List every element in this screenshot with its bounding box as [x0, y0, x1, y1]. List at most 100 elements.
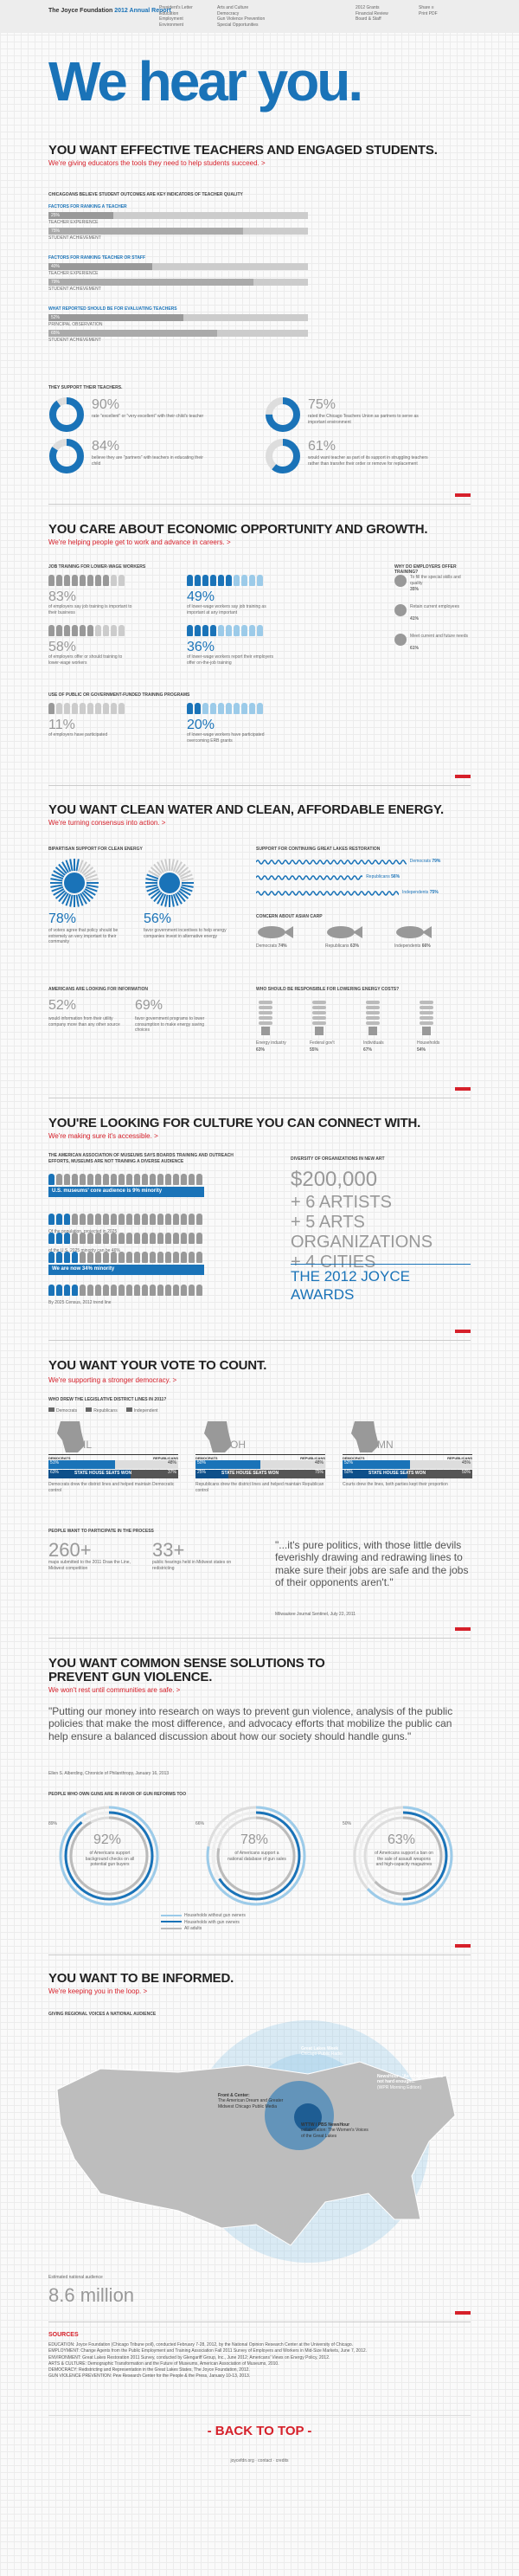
- carp-percent: 66%: [421, 943, 431, 949]
- divider: [48, 1638, 471, 1639]
- support-donut: [49, 397, 84, 432]
- nav-column-2: Arts and Culture Democracy Gun Violence …: [217, 5, 286, 28]
- bulb-coil: [420, 1001, 433, 1004]
- person-icon: [64, 1285, 70, 1296]
- bulb-coil: [420, 1021, 433, 1025]
- burst-ray: [58, 892, 67, 903]
- nav-link[interactable]: 2012 Grants: [356, 5, 380, 10]
- fish-body: [327, 926, 355, 938]
- us-map: [56, 2020, 456, 2263]
- share-link[interactable]: Share ≡: [419, 5, 434, 10]
- bar-fill: 79%: [48, 279, 253, 286]
- burst-ray: [54, 866, 66, 876]
- popular-vote-bar: 52% 45%: [343, 1460, 472, 1469]
- burst-ray: [85, 873, 98, 880]
- person-icon: [134, 1252, 140, 1263]
- wave-party: Democrats: [409, 859, 431, 864]
- nav-link[interactable]: Education: [159, 10, 179, 16]
- seats-bar: 25% STATE HOUSE SEATS WON 75%: [195, 1470, 325, 1478]
- burst-ray: [77, 893, 84, 906]
- bulb-base: [422, 1027, 431, 1035]
- person-icon: [241, 625, 247, 636]
- nav-link[interactable]: Gun Violence Prevention: [217, 16, 266, 22]
- person-icon: [119, 1174, 125, 1185]
- democracy-sub-link[interactable]: We're supporting a stronger democracy. >: [48, 1376, 177, 1384]
- gun-quote-source: Ellen S. Alberding, Chronicle of Philant…: [48, 1771, 170, 1776]
- person-icon: [249, 575, 255, 586]
- person-icon: [189, 1252, 195, 1263]
- joyce-awards-link[interactable]: THE 2012 JOYCE AWARDS: [291, 1268, 410, 1304]
- person-icon: [226, 625, 232, 636]
- bar-head-dem: DEMOCRATS: [48, 1456, 71, 1460]
- burst-ray: [83, 890, 94, 899]
- bulb-percent: 55%: [310, 1047, 319, 1053]
- person-icon: [142, 1252, 148, 1263]
- bulb-coil: [366, 1011, 380, 1014]
- person-icon: [157, 1285, 163, 1296]
- awards-rule: [291, 1264, 471, 1265]
- burst-ray: [157, 892, 164, 905]
- footer-links[interactable]: joycefdn.org · contact · credits: [230, 2458, 289, 2463]
- ring-percent: 78%: [240, 1832, 269, 1847]
- person-icon: [119, 1252, 125, 1263]
- museum-band: U.S. museums' core audience is 9% minori…: [48, 1187, 204, 1197]
- legend-item: Independent: [125, 1407, 158, 1414]
- person-icon: [64, 1233, 70, 1244]
- ring-side-value: 50%: [343, 1821, 352, 1826]
- back-to-top-link[interactable]: - BACK TO TOP -: [207, 2424, 312, 2438]
- gun-sub-link[interactable]: We won't rest until communities are safe…: [48, 1686, 181, 1694]
- person-icon: [187, 703, 193, 714]
- carp-party: Democrats: [256, 943, 278, 949]
- burst-ray: [84, 870, 96, 878]
- bar-track: 52%: [48, 314, 308, 321]
- burst-ray: [86, 884, 99, 888]
- wave-line: [256, 860, 407, 865]
- redistricting-quote: "...it's pure politics, with those littl…: [275, 1539, 469, 1589]
- bar-fill: 40%: [48, 263, 152, 270]
- ring-percent: 63%: [388, 1832, 416, 1847]
- nav-link[interactable]: Financial Review: [356, 10, 388, 16]
- employment-sub-link[interactable]: We're helping people get to work and adv…: [48, 538, 231, 546]
- nav-link[interactable]: President's Letter: [159, 5, 193, 10]
- museum-people-row: [48, 1174, 202, 1185]
- bulb-coil: [420, 1006, 433, 1009]
- person-icon: [80, 575, 86, 586]
- source-line: ENVIRONMENT: Great Lakes Restoration 201…: [48, 2354, 330, 2360]
- person-icon: [87, 1252, 93, 1263]
- nav-link[interactable]: Employment: [159, 16, 183, 22]
- burst-ray: [81, 863, 91, 874]
- nav-link[interactable]: Board & Staff: [356, 16, 381, 22]
- informed-sub-link[interactable]: We're keeping you in the loop. >: [48, 1987, 148, 1995]
- vote-bar-header: DEMOCRATS REPUBLICANS: [343, 1454, 472, 1460]
- print-pdf-link[interactable]: Print PDF: [419, 10, 438, 16]
- nav-link[interactable]: Democracy: [217, 10, 240, 16]
- legend-item: Democrats: [48, 1407, 77, 1414]
- source-line: GUN VIOLENCE PREVENTION: Pew Research Ce…: [48, 2373, 251, 2380]
- party-legend: Democrats Republicans Independent: [48, 1407, 158, 1414]
- nav-link[interactable]: Environment: [159, 22, 184, 28]
- burst-ray: [86, 878, 99, 882]
- nav-link[interactable]: Special Opportunities: [217, 22, 259, 28]
- independent-icon: [125, 1407, 132, 1412]
- rep-seats: 50%: [407, 1470, 472, 1478]
- burst-ray: [61, 892, 69, 905]
- ring-side-value: 89%: [48, 1821, 58, 1826]
- ring-arc: [353, 1806, 453, 1906]
- democracy-headline: YOU WANT YOUR VOTE TO COUNT.: [48, 1358, 267, 1373]
- bar-track: 79%: [48, 279, 308, 286]
- logo[interactable]: The Joyce Foundation 2012 Annual Report: [48, 8, 171, 14]
- nav-link[interactable]: Arts and Culture: [217, 5, 249, 10]
- bar-fill: 25%: [48, 212, 113, 219]
- burst-ray: [50, 884, 63, 888]
- education-sub-link[interactable]: We're giving educators the tools they ne…: [48, 159, 266, 167]
- bar-label: STUDENT ACHIEVEMENT: [48, 338, 101, 343]
- culture-sub-link[interactable]: We're making sure it's accessible. >: [48, 1132, 158, 1140]
- person-icon: [210, 703, 216, 714]
- person-icon: [87, 1285, 93, 1296]
- gun-headline: YOU WANT COMMON SENSE SOLUTIONS TO PREVE…: [48, 1656, 325, 1684]
- ring-arc: [358, 1811, 448, 1901]
- legend-item: All adults: [161, 1926, 246, 1933]
- person-icon: [95, 575, 101, 586]
- environment-sub-link[interactable]: We're turning consensus into action. >: [48, 819, 166, 827]
- person-icon: [189, 1285, 195, 1296]
